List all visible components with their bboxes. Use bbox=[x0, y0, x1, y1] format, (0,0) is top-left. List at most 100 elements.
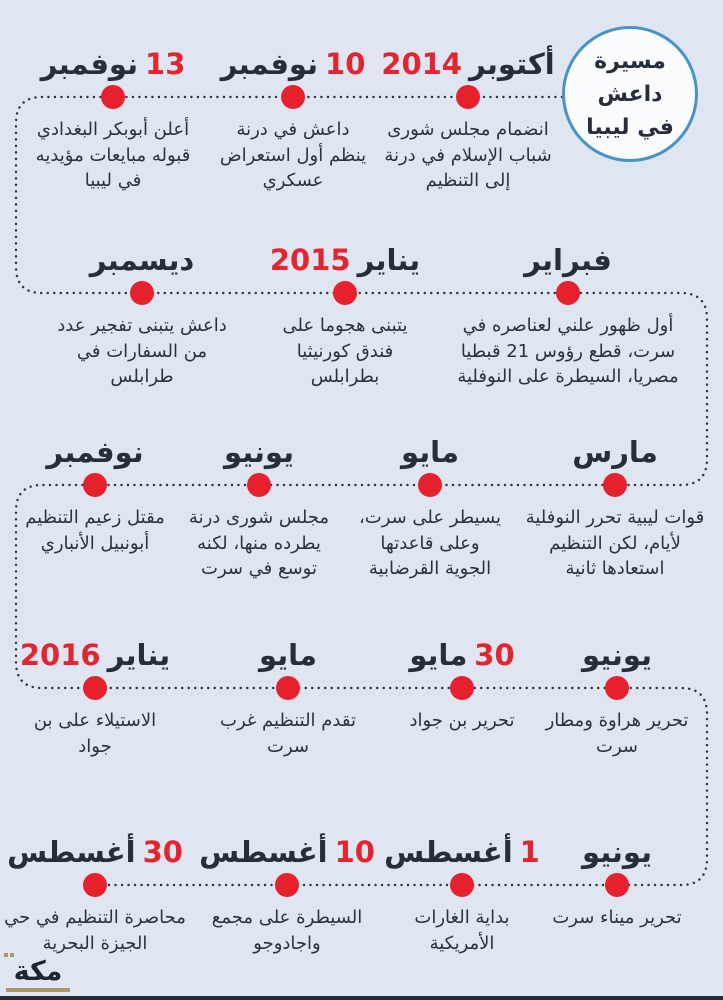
event-dot bbox=[83, 473, 107, 497]
timeline-event: 10 نوفمبر داعش في درنة ينظم أول استعراض … bbox=[168, 31, 418, 194]
timeline-event: مارس قوات ليبية تحرر النوفلية لأيام، لكن… bbox=[490, 419, 723, 582]
event-date: يونيو bbox=[492, 819, 723, 867]
event-date: ديسمبر bbox=[17, 227, 267, 275]
timeline-event: نوفمبر مقتل زعيم التنظيم أبونبيل الأنبار… bbox=[0, 419, 220, 556]
event-dot bbox=[605, 873, 629, 897]
logo-caption-bar bbox=[6, 988, 70, 992]
event-dot bbox=[556, 281, 580, 305]
event-month: أغسطس bbox=[7, 835, 136, 869]
event-dot bbox=[450, 873, 474, 897]
event-month: أكتوبر bbox=[468, 47, 555, 81]
event-year: 2015 bbox=[269, 243, 351, 277]
timeline-event: 10 أغسطس السيطرة على مجمع واجادوجو bbox=[162, 819, 412, 956]
event-day: 13 bbox=[145, 47, 186, 81]
timeline-event: ديسمبر داعش يتبنى تفجير عدد من السفارات … bbox=[17, 227, 267, 390]
event-day: 30 bbox=[142, 835, 183, 869]
event-dot bbox=[83, 873, 107, 897]
event-day: 30 bbox=[474, 638, 515, 672]
event-description: يسيطر على سرت، وعلى قاعدتها الجوية القرض… bbox=[358, 507, 502, 580]
event-date: 30 أغسطس bbox=[0, 819, 220, 867]
event-month: أغسطس bbox=[384, 835, 513, 869]
event-dot bbox=[130, 281, 154, 305]
event-month: نوفمبر bbox=[40, 47, 139, 81]
title-line-2: داعش bbox=[597, 81, 663, 107]
event-dot bbox=[276, 676, 300, 700]
timeline-event: يناير 2016 الاستيلاء على بن جواد bbox=[0, 622, 220, 759]
event-date: يونيو bbox=[134, 419, 384, 467]
event-description: بداية الغارات الأمريكية bbox=[414, 907, 510, 954]
event-date: 10 نوفمبر bbox=[168, 31, 418, 79]
timeline-event: أكتوبر 2014 انضمام مجلس شورى شباب الإسلا… bbox=[343, 31, 593, 194]
logo-decoration-dots bbox=[4, 953, 14, 957]
event-month: أغسطس bbox=[199, 835, 328, 869]
event-date: أكتوبر 2014 bbox=[343, 31, 593, 79]
event-description: مقتل زعيم التنظيم أبونبيل الأنباري bbox=[25, 507, 165, 554]
timeline-event: يناير 2015 يتبنى هجوما على فندق كورنيثيا… bbox=[220, 227, 470, 390]
event-date: يونيو bbox=[492, 622, 723, 670]
event-dot bbox=[450, 676, 474, 700]
event-description: الاستيلاء على بن جواد bbox=[33, 710, 157, 757]
event-date: مايو bbox=[163, 622, 413, 670]
event-year: 2014 bbox=[381, 47, 462, 81]
timeline-event: مايو تقدم التنظيم غرب سرت bbox=[163, 622, 413, 759]
event-month: مايو bbox=[401, 435, 459, 469]
event-date: فبراير bbox=[443, 227, 693, 275]
event-year: 2016 bbox=[19, 638, 101, 672]
event-description: مجلس شورى درنة يطرده منها، لكنه توسع في … bbox=[188, 507, 330, 580]
event-month: نوفمبر bbox=[220, 47, 319, 81]
event-month: يونيو bbox=[582, 638, 652, 672]
event-date: 1 أغسطس bbox=[337, 819, 587, 867]
timeline-event: 30 أغسطس محاصرة التنظيم في حي الجيزة الب… bbox=[0, 819, 220, 956]
event-month: ديسمبر bbox=[89, 243, 195, 277]
event-dot bbox=[275, 873, 299, 897]
event-description: تقدم التنظيم غرب سرت bbox=[220, 710, 356, 757]
event-description: قوات ليبية تحرر النوفلية لأيام، لكن التن… bbox=[525, 507, 705, 580]
event-dot bbox=[247, 473, 271, 497]
logo-wordmark: مكة bbox=[13, 956, 63, 987]
event-day: 10 bbox=[334, 835, 375, 869]
event-description: داعش في درنة ينظم أول استعراض عسكري bbox=[219, 119, 367, 192]
makkah-newspaper-logo: مكة bbox=[4, 953, 70, 992]
event-month: يناير bbox=[357, 243, 421, 277]
timeline-event: 30 مايو تحرير بن جواد bbox=[337, 622, 587, 734]
event-date: 10 أغسطس bbox=[162, 819, 412, 867]
event-description: تحرير بن جواد bbox=[409, 710, 515, 731]
event-description: تحرير ميناء سرت bbox=[552, 907, 682, 928]
event-description: أول ظهور علني لعناصره في سرت، قطع رؤوس 2… bbox=[457, 315, 679, 388]
event-month: فبراير bbox=[524, 243, 612, 277]
event-date: 30 مايو bbox=[337, 622, 587, 670]
event-description: محاصرة التنظيم في حي الجيزة البحرية bbox=[4, 907, 186, 954]
event-month: يناير bbox=[107, 638, 171, 672]
event-month: يونيو bbox=[582, 835, 652, 869]
timeline-event: 13 نوفمبر أعلن أبوبكر البغدادي قبوله مبا… bbox=[0, 31, 238, 194]
event-date: نوفمبر bbox=[0, 419, 220, 467]
event-dot bbox=[281, 85, 305, 109]
event-dot bbox=[83, 676, 107, 700]
event-dot bbox=[418, 473, 442, 497]
event-date: يناير 2016 bbox=[0, 622, 220, 670]
event-month: يونيو bbox=[224, 435, 294, 469]
timeline-event: 1 أغسطس بداية الغارات الأمريكية bbox=[337, 819, 587, 956]
timeline-event: فبراير أول ظهور علني لعناصره في سرت، قطع… bbox=[443, 227, 693, 390]
event-date: مايو bbox=[305, 419, 555, 467]
title-line-1: مسيرة bbox=[594, 48, 666, 74]
event-month: مارس bbox=[572, 435, 658, 469]
timeline-event: يونيو تحرير هراوة ومطار سرت bbox=[492, 622, 723, 759]
event-month: مايو bbox=[259, 638, 317, 672]
timeline-event: يونيو تحرير ميناء سرت bbox=[492, 819, 723, 931]
event-date: مارس bbox=[490, 419, 723, 467]
event-month: نوفمبر bbox=[46, 435, 144, 469]
event-dot bbox=[333, 281, 357, 305]
event-dot bbox=[101, 85, 125, 109]
event-day: 1 bbox=[519, 835, 540, 869]
event-description: يتبنى هجوما على فندق كورنيثيا بطرابلس bbox=[282, 315, 408, 388]
event-month: مايو bbox=[409, 638, 468, 672]
event-description: أعلن أبوبكر البغدادي قبوله مبايعات مؤيدي… bbox=[35, 119, 191, 192]
event-dot bbox=[603, 473, 627, 497]
bottom-border bbox=[0, 996, 723, 1000]
event-description: السيطرة على مجمع واجادوجو bbox=[211, 907, 363, 954]
event-description: تحرير هراوة ومطار سرت bbox=[545, 710, 689, 757]
title-line-3: في ليبيا bbox=[586, 114, 674, 140]
title-circle: مسيرة داعش في ليبيا bbox=[562, 26, 698, 162]
event-description: داعش يتبنى تفجير عدد من السفارات في طراب… bbox=[57, 315, 227, 388]
